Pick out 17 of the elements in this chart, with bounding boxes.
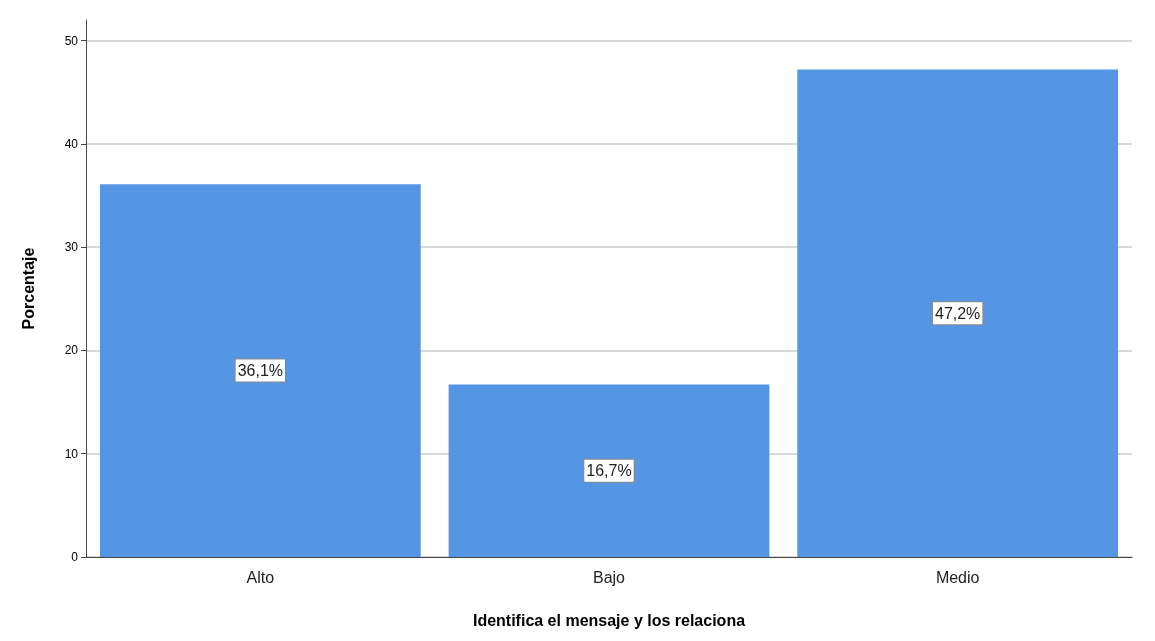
y-tick-label: 40 xyxy=(64,136,79,151)
x-tick-label: Medio xyxy=(935,568,980,586)
data-label: 16,7% xyxy=(586,462,632,480)
bar xyxy=(448,384,770,557)
bar xyxy=(99,184,421,557)
y-tick-label: 0 xyxy=(71,550,79,564)
y-tick-label: 30 xyxy=(64,240,79,255)
y-tick-label: 50 xyxy=(64,33,79,48)
data-label: 36,1% xyxy=(237,362,284,380)
x-axis-title: Identifica el mensaje y los relaciona xyxy=(472,611,746,629)
y-tick-label: 20 xyxy=(64,343,79,358)
y-tick-label: 10 xyxy=(64,446,79,461)
x-tick-label: Bajo xyxy=(592,568,626,586)
x-tick-label: Alto xyxy=(246,568,275,586)
y-axis-title: Porcentaje xyxy=(19,247,37,330)
bar xyxy=(797,69,1119,557)
data-label: 47,2% xyxy=(934,304,981,322)
